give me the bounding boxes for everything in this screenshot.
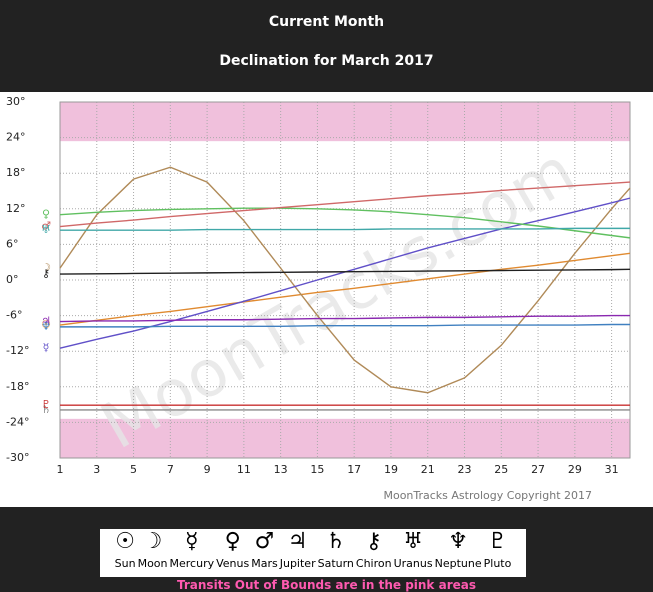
x-tick-label: 13	[274, 463, 288, 476]
series-glyph: ☉	[41, 318, 51, 331]
legend-label: Saturn	[317, 557, 354, 570]
y-tick-label: 18°	[6, 166, 26, 179]
x-tick-label: 11	[237, 463, 251, 476]
y-tick-label: -30°	[6, 451, 29, 464]
legend-entry: ☿ Mercury	[169, 529, 216, 577]
series-glyph: ☽	[41, 261, 51, 274]
x-tick-label: 25	[494, 463, 508, 476]
y-tick-label: 6°	[6, 237, 19, 250]
series-glyph: ♀	[42, 208, 50, 221]
legend-entry: ♀ Venus	[215, 529, 250, 577]
legend-label: Jupiter	[279, 557, 316, 570]
x-tick-label: 7	[167, 463, 174, 476]
legend-entry: ♃ Jupiter	[279, 529, 317, 577]
legend-entry: ♅ Uranus	[393, 529, 434, 577]
series-line	[59, 252, 631, 326]
series-glyph: ♄	[41, 403, 51, 416]
y-tick-label: -6°	[6, 309, 22, 322]
legend-entry: ♆ Neptune	[434, 529, 483, 577]
x-tick-label: 3	[93, 463, 100, 476]
legend-label: Moon	[137, 557, 168, 570]
legend-symbol: ♃	[287, 529, 308, 554]
series-line	[60, 227, 630, 231]
legend-symbol: ♀	[224, 529, 241, 554]
legend-label: Venus	[216, 557, 250, 570]
x-tick-label: 1	[57, 463, 64, 476]
series-glyph: ♆	[41, 320, 51, 333]
legend-label: Chiron	[355, 557, 392, 570]
legend-label: Uranus	[393, 557, 433, 570]
y-tick-label: 12°	[6, 202, 26, 215]
x-tick-label: 9	[204, 463, 211, 476]
title: Current Month	[268, 14, 385, 30]
x-tick-label: 19	[384, 463, 398, 476]
series-glyph: ♃	[41, 315, 51, 328]
legend-symbol: ☿	[185, 529, 199, 554]
y-tick-label: -24°	[6, 415, 29, 428]
copyright: MoonTracks Astrology Copyright 2017	[383, 489, 592, 502]
y-tick-label: 24°	[6, 131, 26, 144]
legend-label: Pluto	[483, 557, 512, 570]
legend-symbol: ♇	[487, 529, 508, 554]
series-line	[59, 181, 631, 228]
subtitle: Declination for March 2017	[219, 53, 434, 69]
legend-entry: ☉ Sun	[114, 529, 137, 577]
y-tick-label: 30°	[6, 95, 26, 108]
x-tick-label: 5	[130, 463, 137, 476]
legend-entry: ⚷ Chiron	[355, 529, 393, 577]
series-glyph: ♂	[41, 220, 51, 233]
footnote: Transits Out of Bounds are in the pink a…	[177, 578, 476, 592]
x-tick-label: 17	[347, 463, 361, 476]
legend-symbol: ⚷	[365, 529, 382, 554]
out-of-bounds-band	[60, 418, 630, 458]
series-line	[59, 166, 631, 394]
legend-symbol: ♆	[448, 529, 468, 554]
legend-symbol: ♅	[403, 529, 423, 554]
x-tick-label: 29	[568, 463, 582, 476]
series-glyph: ☿	[43, 341, 50, 354]
legend-symbol: ♂	[254, 529, 275, 554]
series-line	[60, 323, 630, 328]
series-line	[59, 268, 631, 275]
legend-entry: ♇ Pluto	[483, 529, 513, 577]
series-line	[59, 197, 631, 349]
x-tick-label: 21	[421, 463, 435, 476]
plot-frame	[59, 101, 631, 459]
legend-entry: ♂ Mars	[250, 529, 279, 577]
legend-symbol: ☽	[142, 529, 163, 554]
legend-label: Mars	[251, 557, 278, 570]
series-line	[59, 314, 630, 323]
y-tick-label: -18°	[6, 380, 29, 393]
out-of-bounds-band	[60, 102, 630, 142]
series-glyph: ⚷	[42, 267, 50, 280]
y-tick-label: -12°	[6, 344, 29, 357]
legend: ☉ Sun ☽ Moon ☿ Mercury ♀ Venus ♂ Mars ♃ Jupiter ♄ Sat…	[100, 529, 526, 577]
chart: MoonTracks.com30°24°18°12°6°0°-6°-12°-18…	[0, 92, 653, 507]
x-tick-label: 15	[310, 463, 324, 476]
legend-label: Neptune	[434, 557, 482, 570]
legend-symbol: ☉	[115, 529, 135, 554]
legend-symbol: ♄	[325, 529, 346, 554]
series-glyph: ♅	[41, 223, 51, 236]
legend-entry: ☽ Moon	[137, 529, 169, 577]
legend-label: Sun	[114, 557, 136, 570]
x-tick-label: 27	[531, 463, 545, 476]
legend-label: Mercury	[169, 557, 215, 570]
x-tick-label: 31	[605, 463, 619, 476]
series-line	[59, 207, 631, 239]
series-glyph: ♇	[41, 398, 51, 411]
y-tick-label: 0°	[6, 273, 19, 286]
legend-entry: ♄ Saturn	[317, 529, 355, 577]
x-tick-label: 23	[458, 463, 472, 476]
